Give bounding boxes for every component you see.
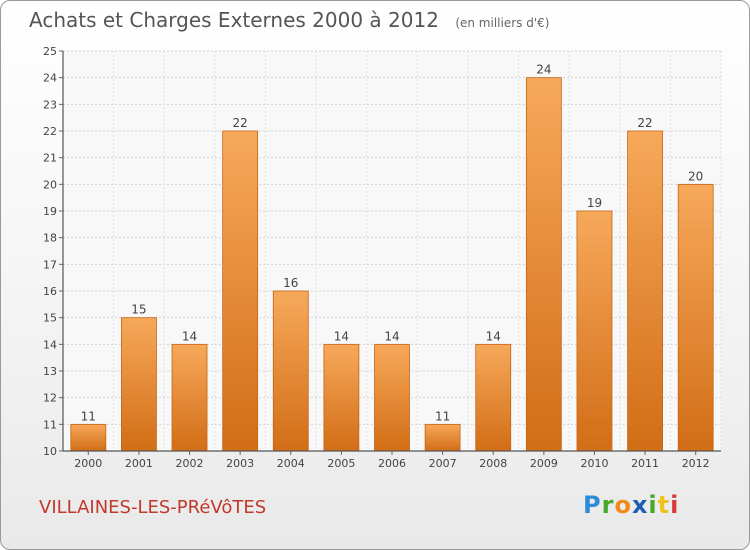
bar-value-label: 22: [637, 116, 652, 130]
x-tick-label: 2012: [682, 457, 710, 470]
bar-value-label: 14: [486, 329, 501, 343]
bar: [272, 290, 309, 452]
bar: [627, 130, 663, 452]
y-tick-label: 18: [43, 232, 57, 245]
bar-value-label: 24: [536, 63, 551, 77]
x-tick-label: 2000: [74, 457, 102, 470]
x-tick-label: 2010: [580, 457, 608, 470]
bar-value-label: 11: [435, 409, 450, 423]
bar: [171, 343, 208, 452]
bar-value-label: 19: [587, 196, 602, 210]
bar: [525, 77, 562, 452]
chart-title-block: Achats et Charges Externes 2000 à 2012 (…: [29, 8, 549, 32]
proxiti-logo: Proxiti: [583, 491, 680, 519]
y-tick-label: 20: [43, 178, 57, 191]
bar-value-label: 22: [233, 116, 248, 130]
bar-value-label: 14: [384, 329, 399, 343]
x-tick-label: 2008: [479, 457, 507, 470]
x-tick-label: 2006: [378, 457, 406, 470]
x-tick-label: 2007: [429, 457, 457, 470]
chart-title: Achats et Charges Externes 2000 à 2012: [29, 8, 439, 32]
x-tick-label: 2005: [327, 457, 355, 470]
y-tick-label: 12: [43, 392, 57, 405]
bar-value-label: 16: [283, 276, 298, 290]
y-tick-label: 21: [43, 152, 57, 165]
bar: [374, 343, 410, 452]
bar: [121, 317, 157, 452]
y-tick-label: 25: [43, 45, 57, 58]
bar-value-label: 14: [334, 329, 349, 343]
bar-value-label: 15: [131, 303, 146, 317]
bar-value-label: 20: [688, 169, 703, 183]
y-tick-label: 10: [43, 445, 57, 458]
bar: [424, 423, 461, 452]
bar-value-label: 11: [81, 409, 96, 423]
bar: [576, 210, 613, 452]
x-tick-label: 2002: [176, 457, 204, 470]
x-tick-label: 2001: [125, 457, 153, 470]
chart-unit: (en milliers d'€): [455, 16, 550, 30]
y-tick-label: 24: [43, 72, 57, 85]
y-tick-label: 23: [43, 98, 57, 111]
y-tick-label: 22: [43, 125, 57, 138]
bar: [70, 423, 107, 452]
y-tick-label: 19: [43, 205, 57, 218]
y-tick-label: 11: [43, 418, 57, 431]
y-tick-label: 17: [43, 258, 57, 271]
y-tick-label: 13: [43, 365, 57, 378]
bar: [222, 130, 259, 452]
bar: [323, 343, 360, 452]
y-tick-label: 16: [43, 285, 57, 298]
x-tick-label: 2003: [226, 457, 254, 470]
x-tick-label: 2011: [631, 457, 659, 470]
bar: [475, 343, 512, 452]
y-tick-label: 14: [43, 338, 57, 351]
x-tick-label: 2004: [277, 457, 305, 470]
bar: [677, 183, 714, 452]
y-tick-label: 15: [43, 312, 57, 325]
commune-name: VILLAINES-LES-PRéVôTES: [39, 497, 267, 518]
x-tick-label: 2009: [530, 457, 558, 470]
bar-value-label: 14: [182, 329, 197, 343]
